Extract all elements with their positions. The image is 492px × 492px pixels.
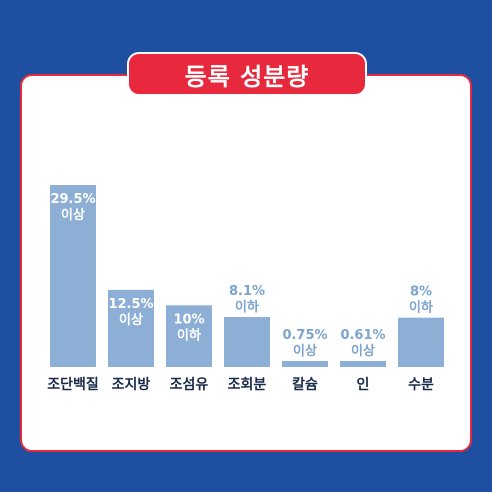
category-label-3: 조회분 — [228, 377, 267, 393]
qualifier-label-2: 이하 — [177, 327, 201, 343]
value-label-2: 10% — [173, 312, 204, 327]
category-label-2: 조섬유 — [170, 377, 209, 393]
bar-1 — [108, 289, 154, 367]
bar-4 — [282, 361, 328, 367]
qualifier-label-6: 이하 — [409, 300, 433, 316]
value-label-1: 12.5% — [108, 297, 153, 312]
category-label-4: 칼슘 — [292, 377, 318, 393]
value-label-6: 8% — [410, 285, 432, 300]
value-label-0: 29.5% — [50, 192, 95, 207]
value-label-5: 0.61% — [340, 328, 385, 343]
category-label-0: 조단백질 — [47, 376, 99, 393]
qualifier-label-0: 이상 — [61, 207, 85, 223]
bar-2 — [166, 305, 212, 367]
category-label-6: 수분 — [408, 377, 434, 393]
qualifier-label-4: 이상 — [293, 343, 317, 359]
bar-0 — [50, 185, 96, 367]
qualifier-label-3: 이하 — [235, 299, 259, 315]
chart-title: 등록 성분량 — [127, 52, 367, 96]
bar-3 — [224, 317, 270, 367]
bar-6 — [398, 317, 444, 367]
category-label-5: 인 — [357, 376, 370, 393]
bar-5 — [340, 361, 386, 367]
qualifier-label-5: 이상 — [351, 343, 375, 359]
qualifier-label-1: 이상 — [119, 312, 143, 328]
value-label-3: 8.1% — [229, 284, 265, 299]
category-label-1: 조지방 — [112, 376, 151, 393]
value-label-4: 0.75% — [282, 328, 327, 343]
